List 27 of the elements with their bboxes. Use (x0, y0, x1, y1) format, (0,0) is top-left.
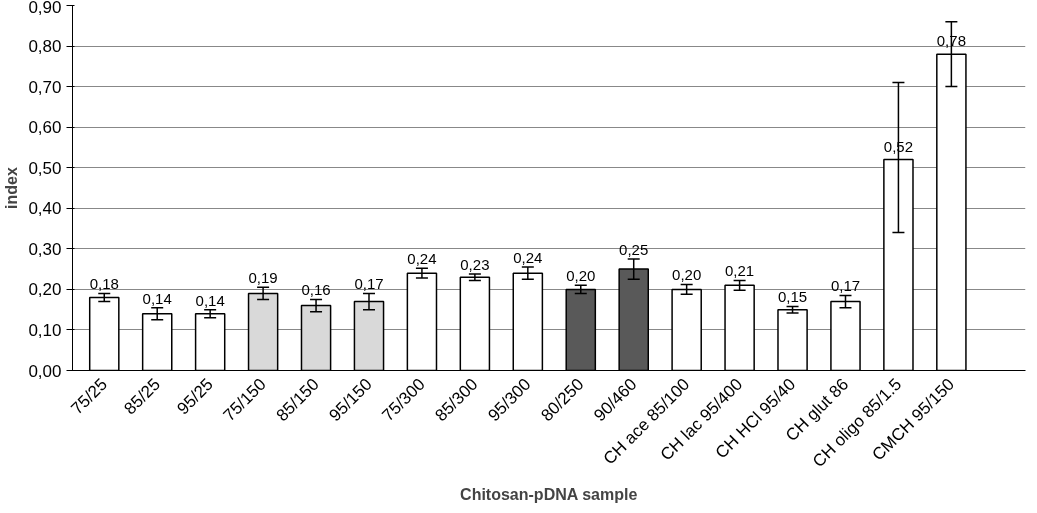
data-label: 0,25 (619, 240, 649, 258)
x-axis-title: Chitosan-pDNA sample (460, 485, 638, 503)
data-label: 0,17 (354, 275, 384, 293)
y-tick-label: 0,90 (28, 0, 62, 17)
data-label: 0,21 (725, 262, 755, 280)
data-label: 0,15 (777, 288, 808, 306)
y-tick-label: 0,40 (28, 199, 62, 219)
data-label: 0,16 (301, 281, 331, 299)
data-label: 0,17 (830, 277, 861, 295)
data-label: 0,23 (460, 255, 490, 273)
y-axis-title: index (3, 167, 21, 209)
y-tick-label: 0,60 (28, 118, 62, 138)
data-label: 0,20 (566, 267, 596, 285)
y-tick-label: 0,10 (28, 320, 62, 340)
data-label: 0,24 (407, 250, 437, 268)
y-tick-label: 0,80 (28, 37, 62, 57)
y-tick-label: 0,70 (28, 77, 62, 97)
data-label: 0,19 (248, 269, 278, 287)
data-label: 0,24 (513, 249, 543, 267)
data-label: 0,20 (672, 266, 702, 284)
data-label: 0,18 (89, 275, 119, 293)
y-tick-label: 0,30 (28, 239, 62, 259)
y-tick-label: 0,00 (28, 361, 62, 381)
y-tick-label: 0,50 (28, 158, 62, 178)
data-label: 0,14 (195, 291, 225, 309)
y-tick-label: 0,20 (28, 280, 62, 300)
data-label: 0,14 (142, 289, 172, 307)
